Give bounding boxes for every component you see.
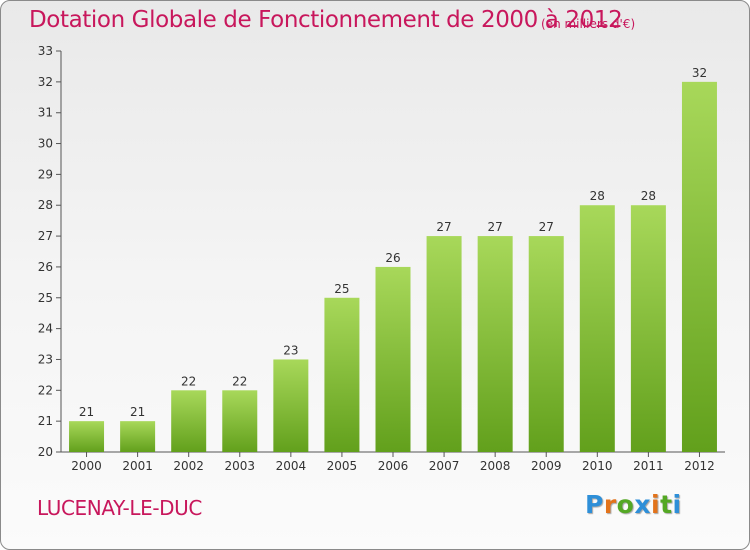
bar-2001 xyxy=(120,421,156,452)
y-tick-label: 30 xyxy=(38,137,53,151)
bar-2000 xyxy=(69,421,105,452)
bar-value-label: 27 xyxy=(539,220,554,234)
x-tick-label: 2003 xyxy=(224,459,255,473)
bar-value-label: 25 xyxy=(334,282,349,296)
x-tick-label: 2009 xyxy=(531,459,562,473)
bar-value-label: 22 xyxy=(232,374,247,388)
x-tick-label: 2004 xyxy=(276,459,307,473)
x-tick-label: 2005 xyxy=(327,459,358,473)
logo-letter: o xyxy=(616,490,635,519)
bar-value-label: 28 xyxy=(590,189,605,203)
bar-2008 xyxy=(477,236,513,452)
y-tick-label: 27 xyxy=(38,229,53,243)
y-tick-label: 20 xyxy=(38,445,53,459)
y-tick-label: 24 xyxy=(38,322,53,336)
y-tick-label: 31 xyxy=(38,106,53,120)
y-tick-label: 28 xyxy=(38,198,53,212)
bar-2002 xyxy=(171,390,207,452)
bar-2011 xyxy=(630,205,666,452)
bar-value-label: 28 xyxy=(641,189,656,203)
x-tick-label: 2010 xyxy=(582,459,613,473)
bar-value-label: 21 xyxy=(79,405,94,419)
y-tick-label: 23 xyxy=(38,352,53,366)
x-tick-label: 2008 xyxy=(480,459,511,473)
logo-letter: P xyxy=(585,490,604,519)
y-tick-label: 29 xyxy=(38,167,53,181)
bar-value-label: 22 xyxy=(181,374,196,388)
y-tick-label: 33 xyxy=(38,44,53,58)
y-tick-label: 32 xyxy=(38,75,53,89)
x-tick-label: 2007 xyxy=(429,459,460,473)
logo-letter: i xyxy=(672,490,682,519)
logo-letter: r xyxy=(603,490,617,519)
bar-2012 xyxy=(681,81,717,452)
bar-2003 xyxy=(222,390,258,452)
x-tick-label: 2002 xyxy=(173,459,204,473)
y-tick-label: 21 xyxy=(38,414,53,428)
bar-2006 xyxy=(375,266,411,452)
bar-2005 xyxy=(324,297,360,452)
bar-value-label: 32 xyxy=(692,66,707,80)
x-tick-label: 2000 xyxy=(71,459,102,473)
bar-2007 xyxy=(426,236,462,452)
x-axis: 2000 2001 2002 2003 2004 2005 2006 2007 2008 2009… xyxy=(61,451,725,473)
bar-value-label: 27 xyxy=(488,220,503,234)
chart-unit: (en milliers d'€) xyxy=(541,17,636,31)
logo-letter: t xyxy=(660,490,673,519)
y-axis: 20 21 22 23 24 25 26 27 28 29 30 31 32 33 xyxy=(38,44,62,459)
bar-value-label: 26 xyxy=(385,251,400,265)
x-tick-label: 2011 xyxy=(633,459,664,473)
x-tick-label: 2012 xyxy=(684,459,715,473)
proxiti-logo: Proxiti xyxy=(585,490,682,519)
logo-letter: x xyxy=(634,490,651,519)
x-tick-label: 2001 xyxy=(122,459,153,473)
bar-2004 xyxy=(273,359,309,452)
bar-value-label: 23 xyxy=(283,343,298,357)
bars: 21 21 22 22 23 25 26 27 27 27 28 28 32 xyxy=(69,66,717,452)
y-tick-label: 25 xyxy=(38,291,53,305)
bar-2010 xyxy=(579,205,615,452)
x-tick-label: 2006 xyxy=(378,459,409,473)
bar-value-label: 27 xyxy=(436,220,451,234)
y-tick-label: 22 xyxy=(38,383,53,397)
bar-value-label: 21 xyxy=(130,405,145,419)
logo-letter: i xyxy=(651,490,661,519)
bar-2009 xyxy=(528,236,564,452)
chart-title: Dotation Globale de Fonctionnement de 20… xyxy=(29,7,623,33)
commune-name: LUCENAY-LE-DUC xyxy=(37,496,202,520)
y-tick-label: 26 xyxy=(38,260,53,274)
